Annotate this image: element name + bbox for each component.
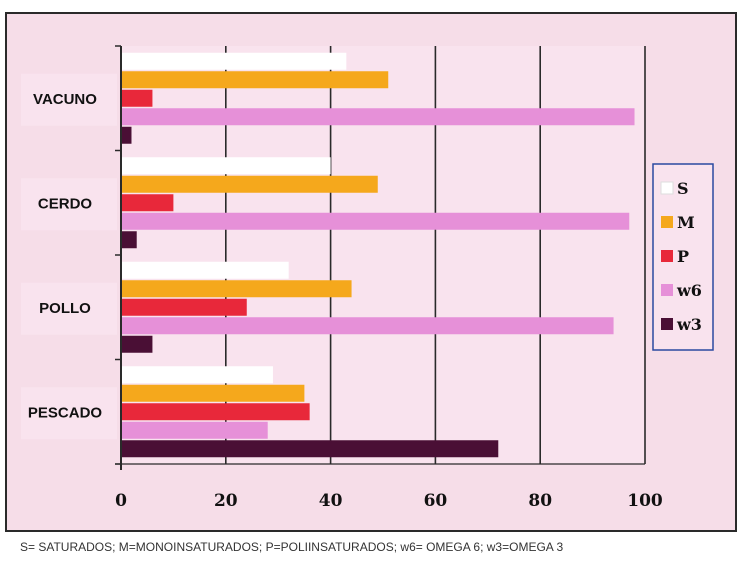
- legend-label-w6: w6: [676, 281, 702, 300]
- bar-w6-vacuno: [121, 108, 635, 126]
- x-tick-label: 0: [115, 491, 127, 511]
- legend-label-S: S: [677, 179, 689, 198]
- bar-w6-cerdo: [121, 212, 630, 230]
- category-label: CERDO: [38, 195, 93, 212]
- category-label: POLLO: [39, 300, 91, 317]
- legend-swatch-S: [660, 181, 674, 195]
- bar-w3-pescado: [121, 440, 499, 458]
- category-label-box: [21, 282, 117, 335]
- legend-swatch-P: [661, 250, 673, 262]
- x-tick-label: 60: [424, 491, 448, 511]
- x-tick-label: 100: [627, 491, 663, 511]
- bar-w6-pescado: [121, 421, 268, 439]
- legend-swatch-w6: [661, 284, 673, 296]
- bar-w6-pollo: [121, 317, 614, 335]
- legend-label-M: M: [677, 213, 695, 232]
- bar-S-pollo: [121, 261, 289, 279]
- x-tick-label: 20: [214, 491, 238, 511]
- bar-M-pescado: [121, 384, 305, 402]
- bar-P-vacuno: [121, 89, 153, 107]
- x-tick-label: 40: [319, 491, 343, 511]
- legend-swatch-w3: [661, 318, 673, 330]
- bar-w3-cerdo: [121, 231, 137, 249]
- x-tick-label: 80: [528, 491, 552, 511]
- bar-M-cerdo: [121, 175, 378, 193]
- bar-M-pollo: [121, 280, 352, 298]
- category-label: PESCADO: [28, 404, 103, 421]
- bar-P-pollo: [121, 298, 247, 316]
- bar-chart: VACUNO CERDO POLLO PESCADO 0 20 40 60 80 100 SMPw6…: [21, 45, 714, 511]
- legend-label-w3: w3: [676, 315, 702, 334]
- bar-P-cerdo: [121, 194, 174, 212]
- bar-w3-pollo: [121, 335, 153, 353]
- bar-S-pescado: [121, 366, 273, 384]
- footnote: S= SATURADOS; M=MONOINSATURADOS; P=POLII…: [20, 540, 564, 554]
- legend-label-P: P: [677, 247, 689, 266]
- bar-S-cerdo: [121, 157, 331, 175]
- category-label-box: [21, 73, 117, 126]
- bar-S-vacuno: [121, 52, 347, 70]
- category-label-box: [21, 387, 117, 440]
- category-label: VACUNO: [33, 91, 97, 108]
- bar-w3-vacuno: [121, 126, 132, 144]
- bar-M-vacuno: [121, 71, 389, 89]
- bar-P-pescado: [121, 403, 310, 421]
- legend-swatch-M: [661, 216, 673, 228]
- category-label-box: [21, 178, 117, 231]
